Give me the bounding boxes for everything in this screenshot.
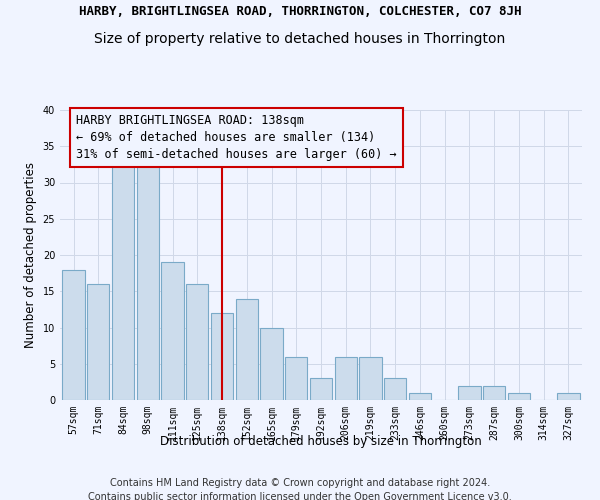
Bar bbox=[186, 284, 208, 400]
Text: Contains public sector information licensed under the Open Government Licence v3: Contains public sector information licen… bbox=[88, 492, 512, 500]
Bar bbox=[211, 313, 233, 400]
Bar bbox=[310, 378, 332, 400]
Bar bbox=[236, 298, 258, 400]
Bar bbox=[508, 393, 530, 400]
Bar bbox=[483, 386, 505, 400]
Bar bbox=[260, 328, 283, 400]
Y-axis label: Number of detached properties: Number of detached properties bbox=[24, 162, 37, 348]
Bar bbox=[285, 356, 307, 400]
Text: Size of property relative to detached houses in Thorrington: Size of property relative to detached ho… bbox=[94, 32, 506, 46]
Text: Contains HM Land Registry data © Crown copyright and database right 2024.: Contains HM Land Registry data © Crown c… bbox=[110, 478, 490, 488]
Bar bbox=[62, 270, 85, 400]
Bar bbox=[335, 356, 357, 400]
Bar bbox=[359, 356, 382, 400]
Bar bbox=[557, 393, 580, 400]
Bar bbox=[409, 393, 431, 400]
Text: HARBY BRIGHTLINGSEA ROAD: 138sqm
← 69% of detached houses are smaller (134)
31% : HARBY BRIGHTLINGSEA ROAD: 138sqm ← 69% o… bbox=[76, 114, 397, 160]
Bar bbox=[161, 262, 184, 400]
Bar bbox=[137, 161, 159, 400]
Bar bbox=[87, 284, 109, 400]
Text: HARBY, BRIGHTLINGSEA ROAD, THORRINGTON, COLCHESTER, CO7 8JH: HARBY, BRIGHTLINGSEA ROAD, THORRINGTON, … bbox=[79, 5, 521, 18]
Bar bbox=[384, 378, 406, 400]
Bar bbox=[458, 386, 481, 400]
Text: Distribution of detached houses by size in Thorrington: Distribution of detached houses by size … bbox=[160, 435, 482, 448]
Bar bbox=[112, 161, 134, 400]
